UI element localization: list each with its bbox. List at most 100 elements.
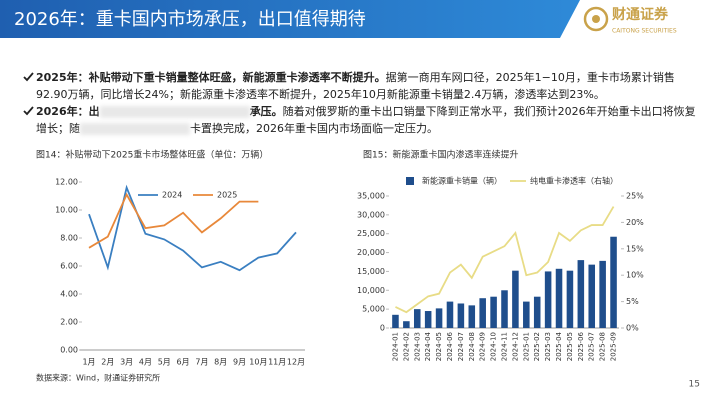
x-tick-label: 2024-12 xyxy=(511,332,519,361)
redaction xyxy=(80,123,190,135)
series-line xyxy=(395,206,615,314)
y-tick-label: 25% xyxy=(626,192,644,201)
x-tick-label: 2024-11 xyxy=(501,332,509,361)
bullet-text: 随着对俄罗斯的重卡出口销量下降到正常水平，我们预计2026年开始重卡出口将恢复增… xyxy=(36,105,696,135)
x-tick-label: 7月 xyxy=(195,358,208,367)
y-tick-label: 10.00 xyxy=(55,206,78,215)
y-tick-label: 30,000 xyxy=(357,210,385,219)
y-tick-label: 15,000 xyxy=(357,267,385,276)
x-tick-label: 2025-08 xyxy=(599,332,607,361)
y-tick-label: 0.00 xyxy=(60,346,78,355)
bar xyxy=(555,268,563,328)
bar xyxy=(533,296,541,328)
bullet: 2025年：补贴带动下重卡销量整体旺盛，新能源重卡渗透率不断提升。据第一商用车网… xyxy=(36,69,704,103)
x-tick-label: 10月 xyxy=(249,358,267,367)
x-tick-label: 2024-09 xyxy=(479,332,487,361)
x-tick-label: 2025-02 xyxy=(533,332,541,361)
bar xyxy=(588,264,596,328)
legend-label: 2024 xyxy=(162,191,182,200)
legend-label: 纯电重卡渗透率（右轴） xyxy=(530,176,618,186)
y-tick-label: 25,000 xyxy=(357,229,385,238)
y-tick-label: 15% xyxy=(626,244,644,253)
series-line xyxy=(88,192,259,249)
bar xyxy=(544,271,552,328)
y-tick-label: 0% xyxy=(626,324,639,333)
bar xyxy=(566,270,574,328)
check-icon xyxy=(23,72,34,82)
x-tick-label: 11月 xyxy=(268,358,286,367)
header-band xyxy=(0,0,580,38)
x-tick-label: 9月 xyxy=(233,358,246,367)
bullet-text: 卡置换完成，2026年重卡国内市场面临一定压力。 xyxy=(190,122,438,135)
legend-swatch xyxy=(406,177,414,185)
check-icon xyxy=(23,106,34,116)
bar xyxy=(457,303,465,328)
chart-title: 图14：补贴带动下2025重卡市场整体旺盛（单位：万辆） xyxy=(36,149,268,161)
x-tick-label: 2月 xyxy=(101,358,114,367)
x-tick-label: 2024-06 xyxy=(446,331,454,361)
x-tick-label: 5月 xyxy=(158,358,171,367)
y-tick-label: 5% xyxy=(626,297,639,306)
bar xyxy=(577,260,585,328)
x-tick-label: 2024-04 xyxy=(424,331,432,361)
bar xyxy=(446,301,454,328)
bar xyxy=(403,321,410,328)
bar xyxy=(523,301,530,328)
y-tick-label: 20,000 xyxy=(357,248,385,257)
bar xyxy=(413,309,421,328)
x-tick-label: 2024-08 xyxy=(468,332,476,361)
x-tick-label: 2025-09 xyxy=(610,332,618,361)
series-line xyxy=(88,184,297,272)
bar xyxy=(501,290,508,328)
logo-name: 财通证券 xyxy=(611,6,669,23)
logo-icon xyxy=(592,15,600,23)
bullet-bold: 2026年：出 xyxy=(36,105,100,118)
x-tick-label: 2024-02 xyxy=(402,332,410,361)
legend-label: 2025 xyxy=(217,191,237,200)
x-tick-label: 2025-06 xyxy=(577,331,585,361)
bar xyxy=(599,260,606,328)
bar xyxy=(512,270,519,328)
y-tick-label: 6.00 xyxy=(60,262,78,271)
logo-sub: CAITONG SECURITIES xyxy=(612,28,677,35)
x-tick-label: 1月 xyxy=(82,358,95,367)
x-tick-label: 2025-01 xyxy=(522,332,530,361)
y-tick-label: 4.00 xyxy=(60,290,78,299)
bullet-bold: 2025年：补贴带动下重卡销量整体旺盛，新能源重卡渗透率不断提升。 xyxy=(36,71,386,84)
bar xyxy=(479,298,486,328)
x-tick-label: 2025-05 xyxy=(566,332,574,361)
x-tick-label: 2024-10 xyxy=(490,332,498,361)
x-tick-label: 2025-07 xyxy=(588,332,596,361)
header-title: 2026年：重卡国内市场承压，出口值得期待 xyxy=(14,9,366,30)
bar xyxy=(468,305,476,328)
x-tick-label: 12月 xyxy=(287,358,305,367)
bar xyxy=(424,311,432,328)
legend-label: 新能源重卡销量（辆） xyxy=(422,176,502,186)
x-tick-label: 3月 xyxy=(120,358,133,367)
bullet: 2026年：出 承压。随着对俄罗斯的重卡出口销量下降到正常水平，我们预计2026年… xyxy=(36,103,704,137)
bar xyxy=(435,308,443,328)
logo-icon xyxy=(583,6,609,32)
x-tick-label: 2024-03 xyxy=(413,332,421,361)
redaction xyxy=(99,106,250,118)
bar xyxy=(490,296,497,328)
bullet-bold: 承压。 xyxy=(249,105,283,118)
x-tick-label: 2024-05 xyxy=(435,332,443,361)
bar xyxy=(610,236,617,328)
x-tick-label: 2025-04 xyxy=(555,331,563,361)
source: 数据来源：Wind，财通证券研究所 xyxy=(36,373,160,383)
x-tick-label: 8月 xyxy=(214,358,227,367)
y-tick-label: 20% xyxy=(626,218,644,227)
y-tick-label: 8.00 xyxy=(60,234,78,243)
chart-title: 图15：新能源重卡国内渗透率连续提升 xyxy=(363,149,518,161)
y-tick-label: 10% xyxy=(626,271,644,280)
y-tick-label: 12.00 xyxy=(55,178,78,187)
y-tick-label: 0 xyxy=(380,324,385,333)
page-number: 15 xyxy=(689,380,700,390)
bar xyxy=(392,314,399,328)
x-tick-label: 2024-07 xyxy=(457,332,465,361)
y-tick-label: 10,000 xyxy=(357,286,385,295)
x-tick-label: 4月 xyxy=(139,358,152,367)
